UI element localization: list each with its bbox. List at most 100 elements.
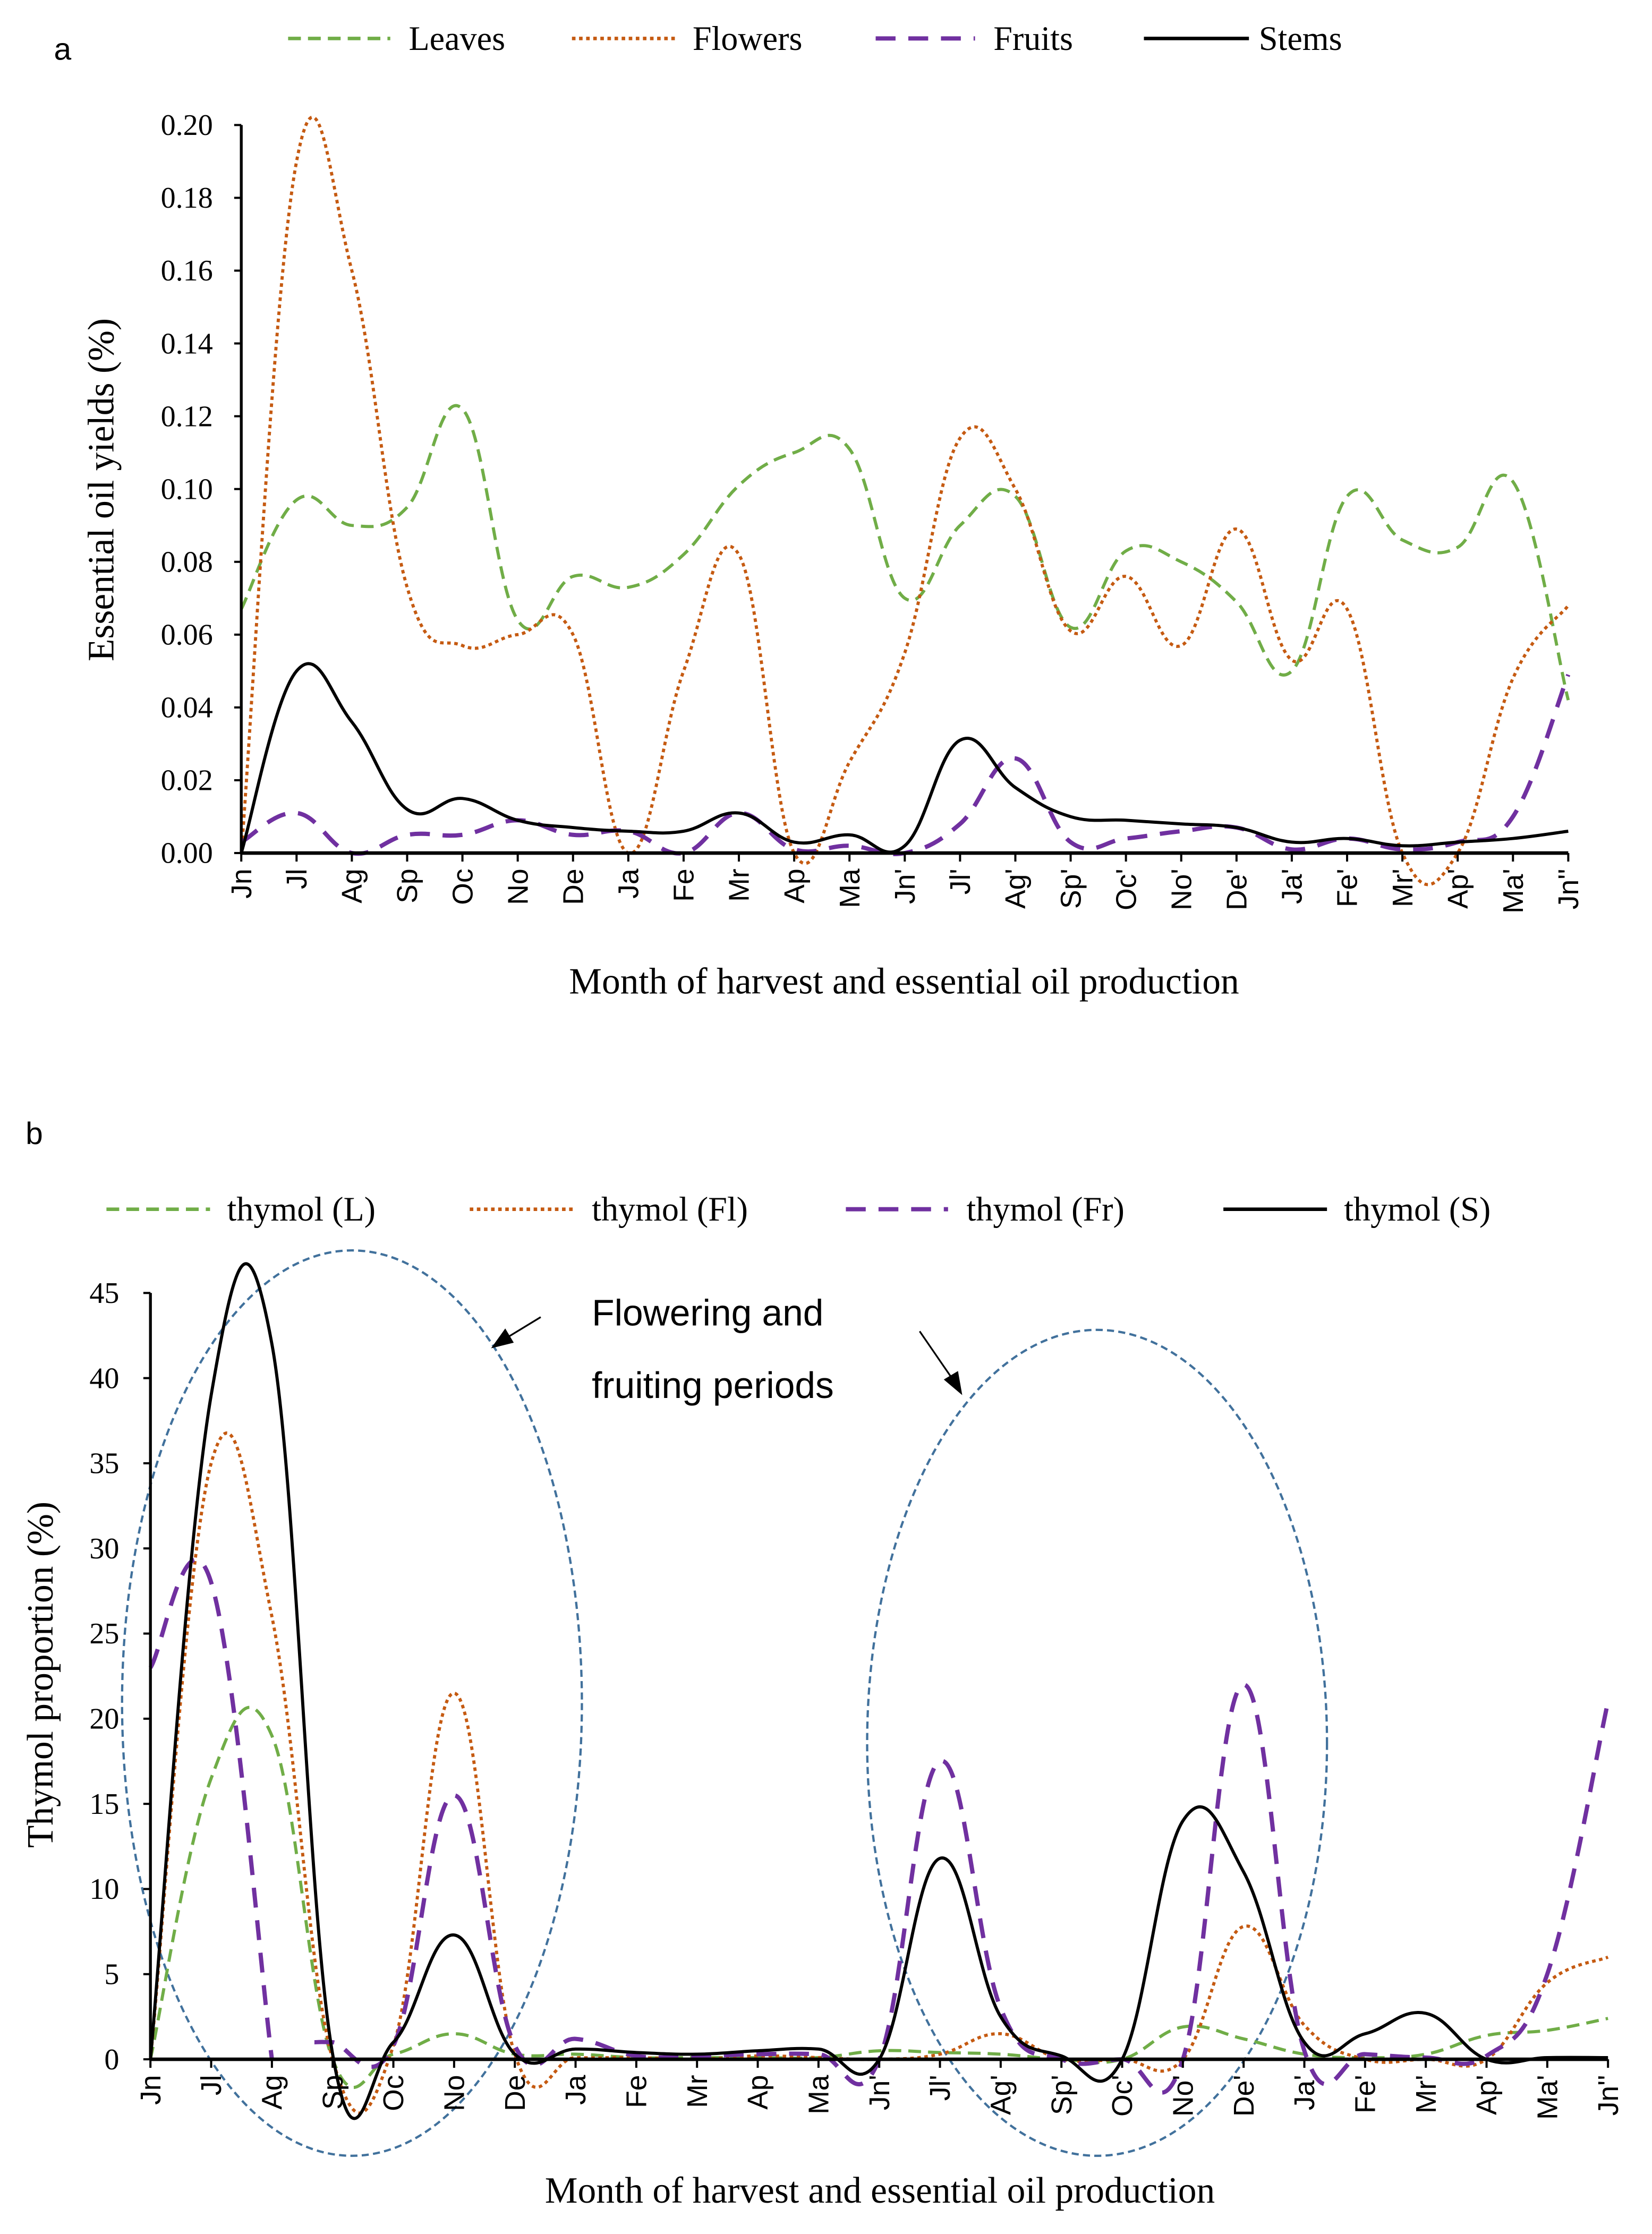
legend-label: Leaves bbox=[408, 20, 505, 57]
y-tick-label: 0.18 bbox=[161, 182, 213, 215]
x-tick-label: Mr' bbox=[1387, 868, 1419, 907]
x-tick-label: Jl' bbox=[945, 868, 976, 894]
series-line-fruits bbox=[240, 673, 1571, 856]
x-tick-label: Jl' bbox=[925, 2075, 956, 2101]
x-tick-label: Ap' bbox=[1443, 868, 1474, 909]
x-axis-title-b: Month of harvest and essential oil produ… bbox=[545, 2170, 1215, 2211]
x-tick-label: Jn' bbox=[864, 2075, 896, 2110]
y-tick-label: 0.04 bbox=[161, 692, 213, 724]
annotation-line-2: fruiting periods bbox=[592, 1365, 834, 1406]
series-line-stems bbox=[240, 662, 1569, 854]
x-tick-label: Ja bbox=[560, 2075, 592, 2105]
x-tick-label: No bbox=[503, 868, 534, 905]
x-tick-label: Mr bbox=[724, 868, 755, 901]
x-tick-label: No' bbox=[1166, 868, 1197, 910]
x-tick-label: Ag' bbox=[986, 2075, 1017, 2115]
x-tick-label: Mr' bbox=[1411, 2075, 1442, 2113]
x-tick-label: Jn'' bbox=[1593, 2075, 1624, 2116]
y-tick-label: 0.20 bbox=[161, 109, 213, 142]
x-tick-label: No' bbox=[1168, 2075, 1199, 2117]
y-tick-label: 0.12 bbox=[161, 400, 213, 433]
annotation-arrow-2 bbox=[919, 1331, 963, 1395]
x-tick-label: Jn'' bbox=[1553, 868, 1585, 909]
x-tick-label: Ja' bbox=[1289, 2075, 1321, 2110]
x-tick-label: Oc' bbox=[1107, 2075, 1138, 2116]
annotation-arrow-1 bbox=[491, 1316, 541, 1349]
y-tick-label: 25 bbox=[89, 1617, 119, 1650]
chart-b: b Month of harvest and essential oil pro… bbox=[20, 1116, 1624, 2211]
x-tick-label: Fe bbox=[621, 2075, 653, 2108]
legend-label: thymol (S) bbox=[1344, 1190, 1491, 1228]
y-tick-label: 0.14 bbox=[161, 327, 213, 360]
x-tick-label: Ap bbox=[743, 2075, 774, 2109]
flowering-period-ellipse-2 bbox=[866, 1328, 1329, 2157]
y-tick-label: 30 bbox=[89, 1532, 119, 1565]
x-tick-label: Ja' bbox=[1277, 868, 1308, 904]
x-tick-label: No bbox=[439, 2075, 471, 2111]
x-tick-label: Oc bbox=[447, 868, 479, 905]
x-tick-label: Ma bbox=[804, 2075, 835, 2114]
y-tick-label: 10 bbox=[89, 1873, 119, 1906]
x-tick-label: De bbox=[558, 868, 589, 905]
x-tick-label: Oc' bbox=[1111, 868, 1142, 910]
y-tick-label: 40 bbox=[89, 1362, 119, 1395]
x-tick-label: Jn bbox=[226, 868, 258, 898]
series-line-flowers bbox=[240, 115, 1570, 886]
annotation-line-1: Flowering and bbox=[592, 1292, 823, 1334]
x-tick-label: Ma' bbox=[1532, 2075, 1564, 2119]
x-tick-label: Ma' bbox=[1498, 868, 1529, 913]
x-tick-label: Mr bbox=[682, 2075, 713, 2108]
panel-label-b: b bbox=[25, 1116, 43, 1151]
y-tick-label: 0.08 bbox=[161, 545, 213, 578]
y-tick-label: 45 bbox=[89, 1277, 119, 1310]
legend-label: thymol (L) bbox=[227, 1190, 376, 1228]
y-tick-label: 15 bbox=[89, 1788, 119, 1821]
x-tick-label: Jn bbox=[135, 2075, 167, 2104]
x-tick-label: De' bbox=[1229, 2075, 1260, 2117]
x-tick-label: De bbox=[500, 2075, 531, 2111]
y-tick-label: 0.00 bbox=[161, 837, 213, 870]
series-line-thymol-fr bbox=[314, 1682, 1611, 2095]
y-tick-label: 0.02 bbox=[161, 764, 213, 797]
x-tick-label: Fe' bbox=[1332, 868, 1364, 907]
x-axis-title-a: Month of harvest and essential oil produ… bbox=[569, 961, 1239, 1002]
x-tick-label: Ja bbox=[614, 868, 645, 899]
x-tick-label: Ma bbox=[834, 868, 866, 908]
panel-label-a: a bbox=[54, 32, 72, 66]
x-tick-label: Jl bbox=[282, 868, 313, 889]
x-tick-label: Fe bbox=[669, 868, 700, 901]
legend-label: thymol (Fl) bbox=[592, 1190, 748, 1228]
y-tick-label: 0.06 bbox=[161, 619, 213, 652]
y-tick-label: 0.16 bbox=[161, 254, 213, 287]
x-tick-label: Sp bbox=[392, 868, 423, 903]
y-tick-label: 35 bbox=[89, 1447, 119, 1480]
legend-label: thymol (Fr) bbox=[967, 1190, 1125, 1228]
y-tick-label: 20 bbox=[89, 1703, 119, 1736]
x-tick-label: Sp' bbox=[1046, 2075, 1078, 2115]
y-axis-title-b: Thymol proportion (%) bbox=[20, 1502, 61, 1848]
x-tick-label: Jn' bbox=[890, 868, 921, 904]
legend-label: Flowers bbox=[693, 20, 803, 57]
y-axis-title-a: Essential oil yields (%) bbox=[81, 318, 122, 661]
series-line-thymol-fl bbox=[149, 1431, 1609, 2115]
series-line-thymol-l bbox=[149, 1706, 1608, 2089]
x-tick-label: Sp bbox=[318, 2075, 349, 2109]
x-tick-label: Ag' bbox=[1000, 868, 1032, 909]
series-line-thymol-s bbox=[149, 1262, 1608, 2120]
chart-a: a Month of harvest and essential oil pro… bbox=[54, 20, 1585, 1002]
x-tick-label: Jl bbox=[196, 2075, 227, 2095]
legend-label: Stems bbox=[1259, 20, 1342, 57]
series-line-leaves bbox=[240, 404, 1570, 701]
y-tick-label: 5 bbox=[104, 1958, 119, 1991]
flowering-period-ellipse-1 bbox=[121, 1249, 583, 2157]
x-tick-label: Ag bbox=[257, 2075, 288, 2109]
x-tick-label: Fe' bbox=[1350, 2075, 1382, 2113]
x-tick-label: Ap' bbox=[1471, 2075, 1503, 2115]
y-tick-label: 0 bbox=[104, 2043, 119, 2076]
x-tick-label: Sp' bbox=[1055, 868, 1087, 909]
x-tick-label: Ap bbox=[779, 868, 811, 903]
legend-label: Fruits bbox=[993, 20, 1073, 57]
x-tick-label: Oc bbox=[378, 2075, 410, 2111]
x-tick-label: Ag bbox=[337, 868, 368, 903]
